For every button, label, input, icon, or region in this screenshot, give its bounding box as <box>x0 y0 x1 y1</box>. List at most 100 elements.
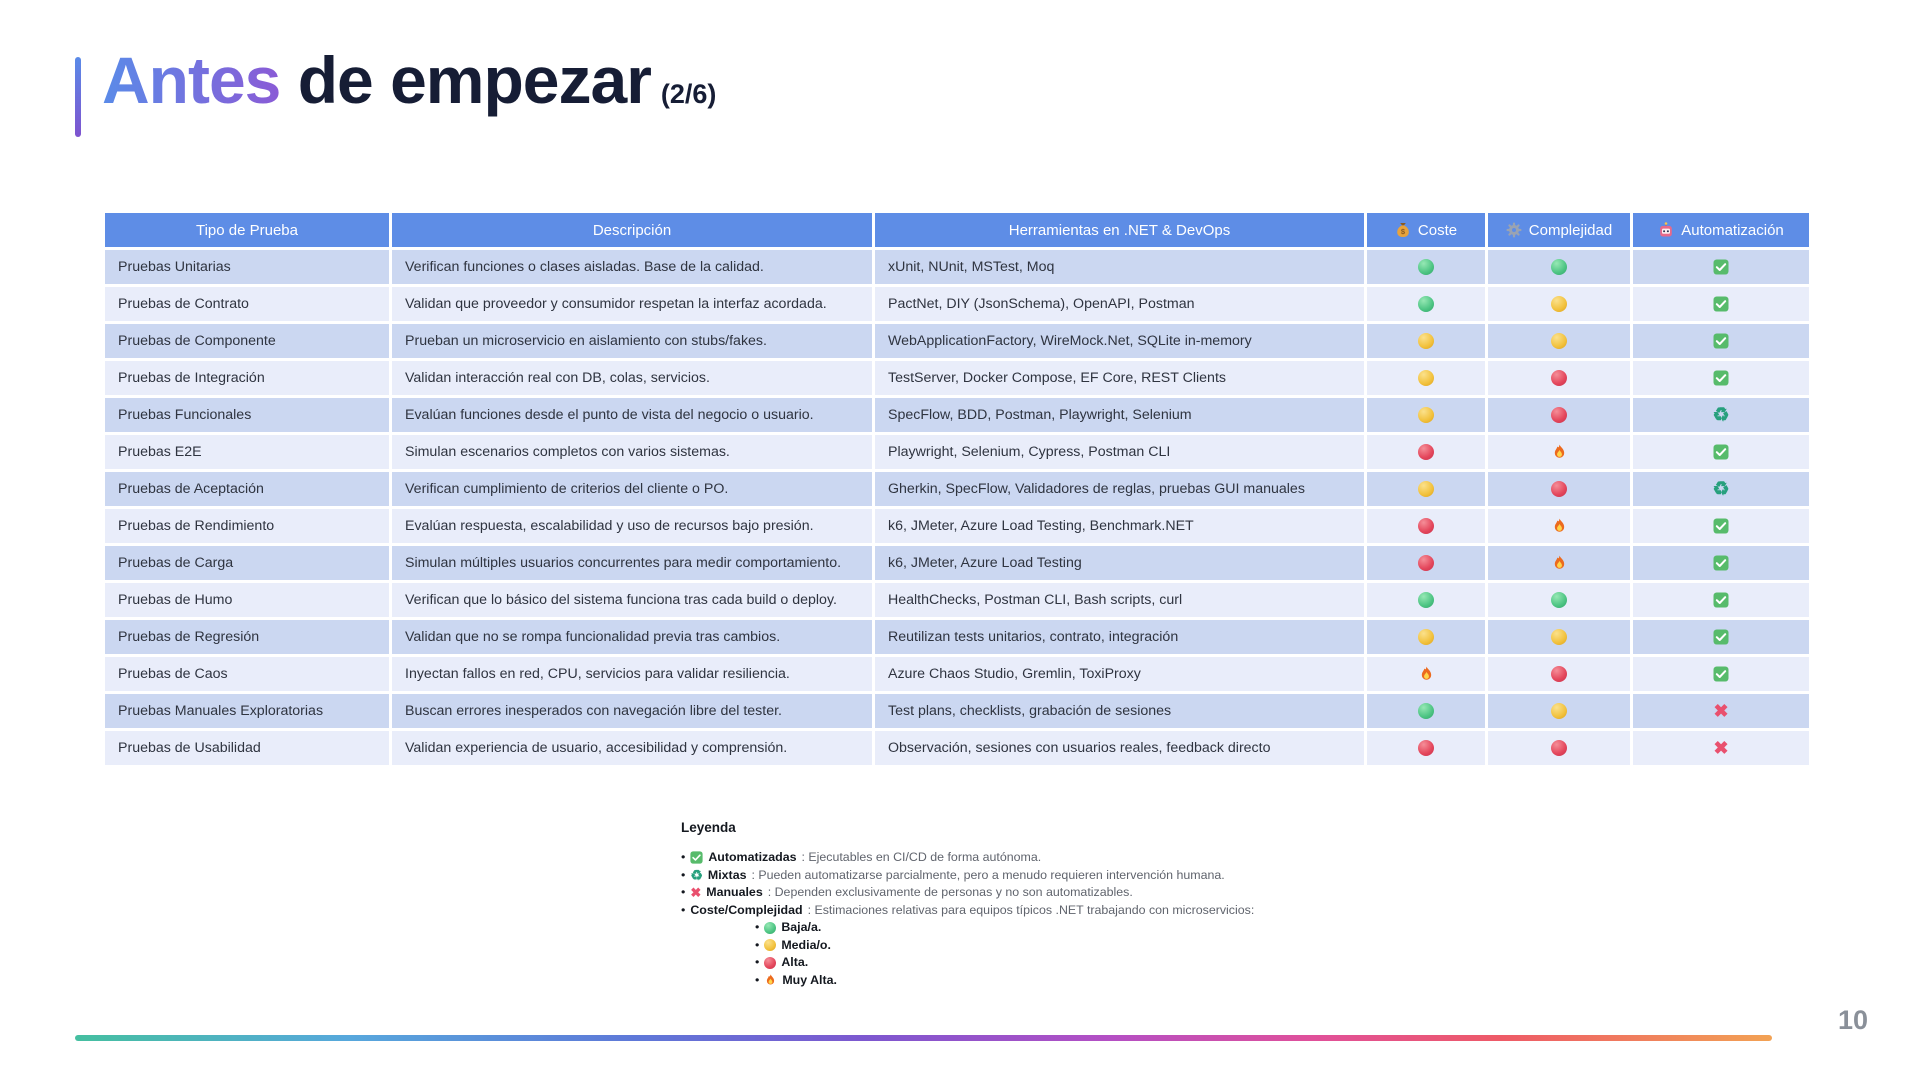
page-title-rest: de empezar <box>280 43 652 117</box>
cell-text: Gherkin, SpecFlow, Validadores de reglas… <box>888 480 1305 497</box>
cell-text: SpecFlow, BDD, Postman, Playwright, Sele… <box>888 406 1192 423</box>
cell-herramientas: SpecFlow, BDD, Postman, Playwright, Sele… <box>875 398 1364 432</box>
table-row: Pruebas de Caos Inyectan fallos en red, C… <box>105 657 1812 691</box>
cell-text: TestServer, Docker Compose, EF Core, RES… <box>888 369 1226 386</box>
cell-coste <box>1367 324 1485 358</box>
red-circle-icon <box>1551 481 1567 497</box>
cell-automatizacion: ♻ <box>1633 398 1809 432</box>
check-icon <box>1713 296 1729 312</box>
cell-tipo: Pruebas Funcionales <box>105 398 389 432</box>
cell-herramientas: Observación, sesiones con usuarios reale… <box>875 731 1364 765</box>
cell-text: Validan experiencia de usuario, accesibi… <box>405 739 788 756</box>
cell-descripcion: Evalúan funciones desde el punto de vist… <box>392 398 872 432</box>
cell-text: Pruebas de Integración <box>118 369 265 386</box>
cell-herramientas: k6, JMeter, Azure Load Testing, Benchmar… <box>875 509 1364 543</box>
check-icon <box>690 851 703 864</box>
legend-sub-item: • Alta. <box>755 954 1441 972</box>
cell-text: Pruebas Unitarias <box>118 258 231 275</box>
legend-item-name: Coste/Complejidad <box>690 902 803 917</box>
cell-herramientas: Test plans, checklists, grabación de ses… <box>875 694 1364 728</box>
cell-text: Evalúan funciones desde el punto de vist… <box>405 406 814 423</box>
cell-descripcion: Buscan errores inesperados con navegació… <box>392 694 872 728</box>
cell-automatizacion <box>1633 509 1809 543</box>
cell-descripcion: Validan que proveedor y consumidor respe… <box>392 287 872 321</box>
table-row: Pruebas de Componente Prueban un microser… <box>105 324 1812 358</box>
cell-herramientas: k6, JMeter, Azure Load Testing <box>875 546 1364 580</box>
table-row: Pruebas de Humo Verifican que lo básico d… <box>105 583 1812 617</box>
legend-item-text: : Estimaciones relativas para equipos tí… <box>807 902 1255 917</box>
cell-text: Pruebas de Componente <box>118 332 276 349</box>
cell-text: Verifican cumplimiento de criterios del … <box>405 480 729 497</box>
legend-sub-item-label: Media/o. <box>781 937 831 952</box>
cell-text: Verifican funciones o clases aisladas. B… <box>405 258 764 275</box>
cell-descripcion: Validan interacción real con DB, colas, … <box>392 361 872 395</box>
cell-complejidad <box>1488 509 1630 543</box>
cell-text: Pruebas de Usabilidad <box>118 739 261 756</box>
cell-text: Verifican que lo básico del sistema func… <box>405 591 837 608</box>
cell-text: Pruebas Manuales Exploratorias <box>118 702 324 719</box>
bullet: • <box>681 850 686 864</box>
cell-text: Pruebas de Aceptación <box>118 480 264 497</box>
green-circle-icon <box>1551 592 1567 608</box>
cell-complejidad <box>1488 620 1630 654</box>
cell-tipo: Pruebas de Carga <box>105 546 389 580</box>
cell-automatizacion <box>1633 287 1809 321</box>
cell-herramientas: TestServer, Docker Compose, EF Core, RES… <box>875 361 1364 395</box>
cell-descripcion: Validan experiencia de usuario, accesibi… <box>392 731 872 765</box>
check-icon <box>1713 370 1729 386</box>
cell-herramientas: Reutilizan tests unitarios, contrato, in… <box>875 620 1364 654</box>
cell-tipo: Pruebas de Regresión <box>105 620 389 654</box>
cell-herramientas: Gherkin, SpecFlow, Validadores de reglas… <box>875 472 1364 506</box>
bullet: • <box>681 867 686 882</box>
table-row: Pruebas Funcionales Evalúan funciones des… <box>105 398 1812 432</box>
cell-descripcion: Verifican cumplimiento de criterios del … <box>392 472 872 506</box>
fire-icon <box>1554 555 1564 569</box>
fire-icon <box>767 974 775 985</box>
legend-item-name: Mixtas <box>707 867 747 882</box>
header-cell: Herramientas en .NET & DevOps <box>875 213 1364 247</box>
table-header-row: Tipo de Prueba Descripción Herramientas en… <box>105 213 1812 247</box>
cell-tipo: Pruebas de Rendimiento <box>105 509 389 543</box>
cell-herramientas: WebApplicationFactory, WireMock.Net, SQL… <box>875 324 1364 358</box>
red-circle-icon <box>764 956 777 969</box>
check-icon <box>1713 259 1729 275</box>
cell-coste <box>1367 287 1485 321</box>
green-circle-icon <box>1418 296 1434 312</box>
legend-item: • ✖ Manuales: Dependen exclusivamente de p… <box>681 884 1441 902</box>
cell-tipo: Pruebas Unitarias <box>105 250 389 284</box>
yellow-circle-icon <box>1418 629 1434 645</box>
table-row: Pruebas de Regresión Validan que no se ro… <box>105 620 1812 654</box>
header-label: Tipo de Prueba <box>195 221 298 239</box>
cell-complejidad <box>1488 324 1630 358</box>
cell-automatizacion: ✖ <box>1633 731 1809 765</box>
fire-icon <box>1421 666 1431 680</box>
green-circle-icon <box>1418 592 1434 608</box>
svg-text:$: $ <box>1401 227 1406 236</box>
cell-text: Observación, sesiones con usuarios reale… <box>888 739 1271 756</box>
bullet: • <box>681 902 686 917</box>
header-label: Coste <box>1417 221 1458 239</box>
recycle-icon: ♻ <box>690 867 703 884</box>
cell-text: WebApplicationFactory, WireMock.Net, SQL… <box>888 332 1252 349</box>
table-row: Pruebas de Rendimiento Evalúan respuesta,… <box>105 509 1812 543</box>
cell-tipo: Pruebas Manuales Exploratorias <box>105 694 389 728</box>
cell-descripcion: Prueban un microservicio en aislamiento … <box>392 324 872 358</box>
cell-text: HealthChecks, Postman CLI, Bash scripts,… <box>888 591 1183 608</box>
cell-text: Pruebas de Humo <box>118 591 233 608</box>
fire-icon <box>1554 444 1564 458</box>
legend-item-text: : Dependen exclusivamente de personas y … <box>767 885 1133 899</box>
cell-text: xUnit, NUnit, MSTest, Moq <box>888 258 1055 275</box>
cell-tipo: Pruebas de Integración <box>105 361 389 395</box>
cell-text: Pruebas de Rendimiento <box>118 517 275 534</box>
cell-automatizacion <box>1633 583 1809 617</box>
cell-complejidad <box>1488 472 1630 506</box>
legend-sub-item: • Media/o. <box>755 937 1441 955</box>
cell-text: Simulan escenarios completos con varios … <box>405 443 730 460</box>
bullet: • <box>681 885 686 899</box>
yellow-circle-icon <box>1418 481 1434 497</box>
cell-complejidad <box>1488 287 1630 321</box>
page-number: 10 <box>1837 1005 1868 1035</box>
cell-complejidad <box>1488 731 1630 765</box>
check-icon <box>1713 666 1729 682</box>
cell-descripcion: Inyectan fallos en red, CPU, servicios p… <box>392 657 872 691</box>
